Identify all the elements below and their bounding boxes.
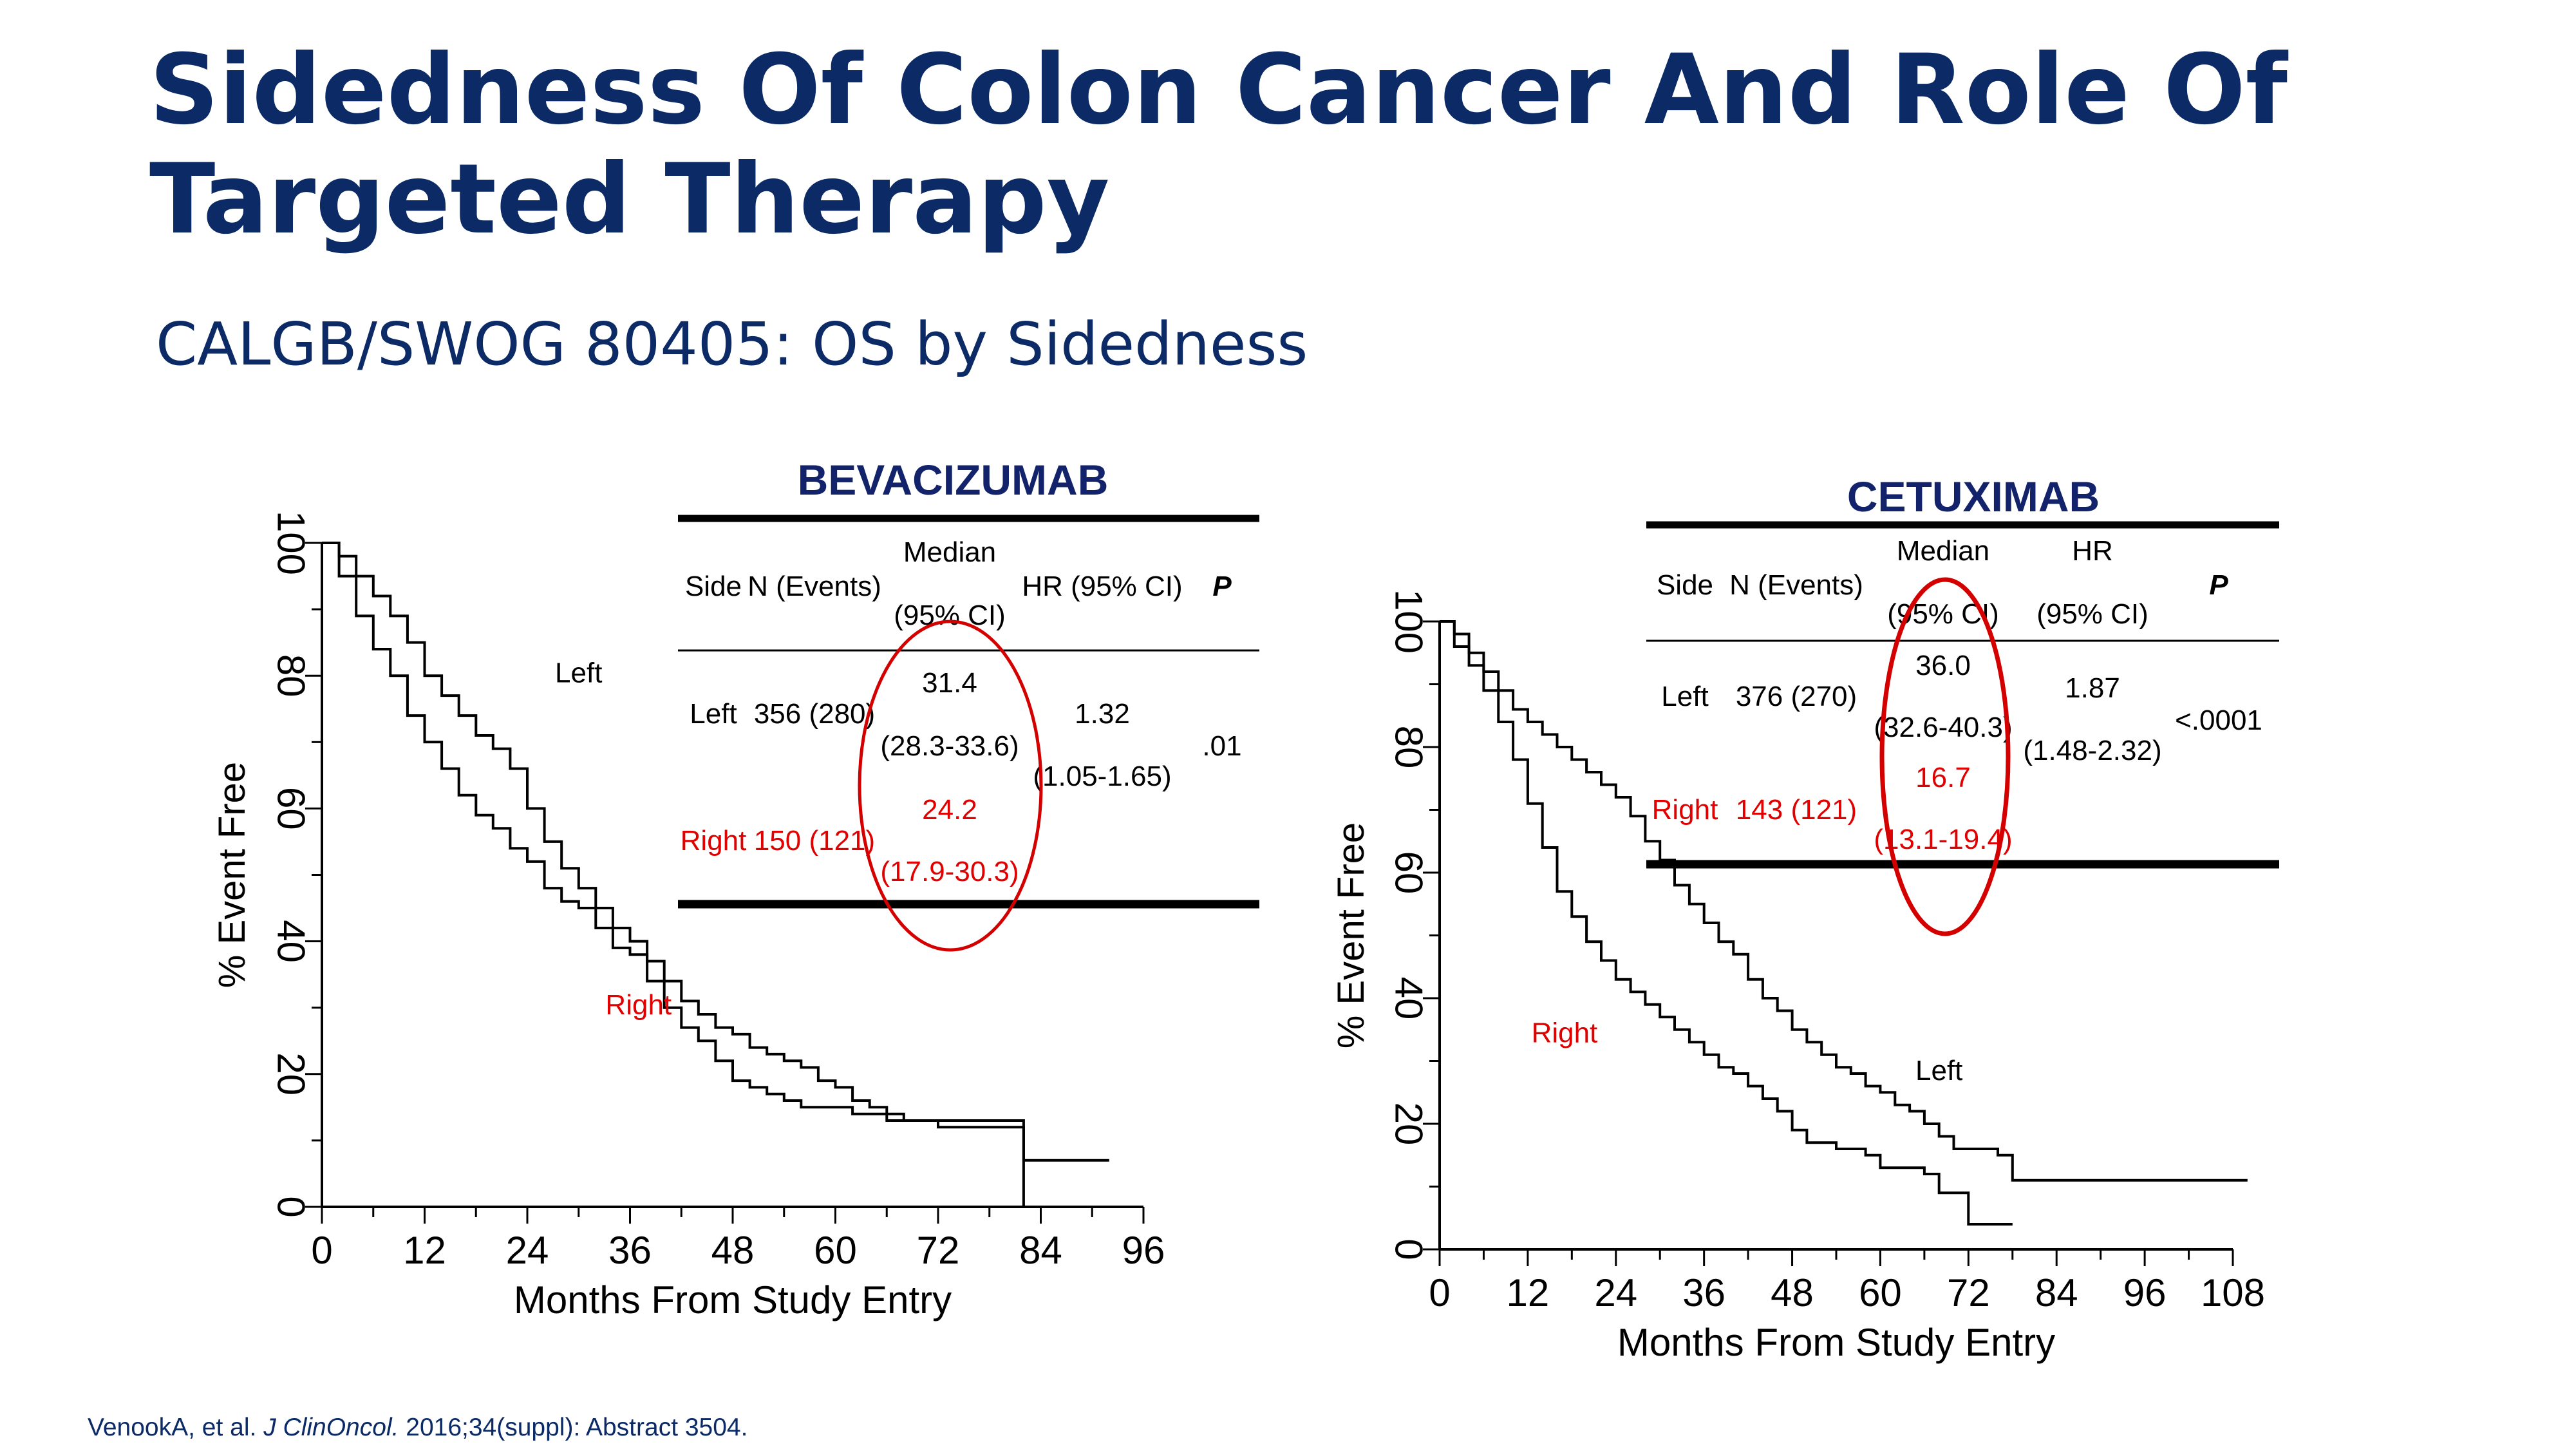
bev-x-tick-label: 0 (311, 1229, 332, 1272)
bev-x-tick-label: 84 (1019, 1229, 1062, 1272)
bev-header-hr: HR (95% CI) (1022, 571, 1182, 602)
cet-y-tick-label: 100 (1387, 589, 1431, 654)
citation-details: 2016;34(suppl): Abstract 3504. (399, 1414, 748, 1441)
cetuximab-panel: CETUXIMAB Side N (Events) Median (95% CI… (1330, 473, 2279, 1364)
cet-curve-left (1440, 620, 2248, 1182)
cet-left-ci: (32.6-40.3) (1874, 712, 2012, 743)
cet-x-tick-label: 60 (1859, 1271, 1902, 1314)
cet-median-highlight-ellipse (1879, 577, 2011, 936)
cet-curve-label-left: Left (1915, 1055, 1962, 1086)
cet-x-tick-label: 12 (1507, 1271, 1550, 1314)
cet-header-median: Median (1897, 535, 1989, 567)
cet-x-tick-label: 108 (2201, 1271, 2265, 1314)
bev-y-tick-label: 100 (270, 511, 313, 575)
slide-title: Sidedness Of Colon Cancer And Role Of Ta… (149, 34, 2288, 256)
bev-x-tick-label: 72 (917, 1229, 960, 1272)
bev-hr-ci: (1.05-1.65) (1033, 761, 1171, 792)
slide-subtitle: CALGB/SWOG 80405: OS by Sidedness (156, 310, 1308, 379)
bev-y-tick-label: 0 (270, 1196, 313, 1217)
cet-y-tick-label: 80 (1387, 726, 1431, 769)
bev-left-n: 356 (280) (754, 698, 875, 730)
bevacizumab-km-plot: 0 20 40 60 80 100 0 12 24 36 48 60 72 84 96 % Event Fre… (211, 511, 1165, 1321)
cet-x-tick-label: 48 (1771, 1271, 1814, 1314)
cet-p-value: <.0001 (2175, 705, 2262, 736)
cetuximab-title: CETUXIMAB (1847, 473, 2100, 520)
cet-x-axis-title: Months From Study Entry (1617, 1321, 2055, 1364)
bev-x-tick-label: 60 (814, 1229, 857, 1272)
cet-y-axis-title: % Event Free (1330, 822, 1372, 1048)
cetuximab-km-plot: 0 20 40 60 80 100 0 12 24 36 48 60 72 84 96 108 % Event … (1330, 589, 2265, 1364)
cet-y-tick-label: 0 (1387, 1238, 1431, 1260)
bev-left-side: Left (690, 698, 737, 730)
bev-y-tick-label: 40 (270, 920, 313, 963)
cet-y-tick-label: 40 (1387, 977, 1431, 1020)
bev-y-tick-label: 20 (270, 1052, 313, 1095)
cet-x-tick-label: 0 (1429, 1271, 1450, 1314)
citation-authors: VenookA, et al. (88, 1414, 264, 1441)
cet-left-n: 376 (270) (1736, 681, 1857, 712)
bev-right-median: 24.2 (922, 794, 977, 826)
cet-hr: 1.87 (2065, 672, 2120, 704)
cet-curve-right (1440, 620, 2013, 1226)
cet-header-side: Side (1657, 569, 1713, 601)
bev-header-median-ci: (95% CI) (894, 600, 1006, 631)
bev-right-side: Right (681, 825, 747, 857)
bev-right-n: 150 (121) (754, 825, 875, 857)
bev-x-axis-title: Months From Study Entry (514, 1278, 952, 1321)
citation-journal: J ClinOncol. (263, 1414, 399, 1441)
bev-y-tick-label: 60 (270, 787, 313, 830)
cet-right-n: 143 (121) (1736, 794, 1857, 826)
cet-x-tick-label: 84 (2035, 1271, 2078, 1314)
bev-curve-right (322, 542, 1025, 1207)
cet-hr-ci: (1.48-2.32) (2023, 735, 2161, 766)
bev-x-tick-label: 24 (506, 1229, 549, 1272)
bev-left-ci: (28.3-33.6) (880, 730, 1019, 762)
cet-x-tick-label: 96 (2123, 1271, 2167, 1314)
bev-p-value: .01 (1202, 730, 1241, 762)
bev-right-ci: (17.9-30.3) (880, 856, 1019, 887)
bev-x-tick-label: 96 (1122, 1229, 1165, 1272)
cet-header-hr-ci: (95% CI) (2036, 598, 2148, 630)
cet-header-hr: HR (2072, 535, 2113, 567)
cet-right-median: 16.7 (1915, 762, 1971, 793)
cet-x-tick-label: 36 (1682, 1271, 1725, 1314)
bev-hr: 1.32 (1075, 698, 1130, 730)
cet-header-n: N (Events) (1729, 569, 1863, 601)
cet-right-ci: (13.1-19.4) (1874, 824, 2012, 855)
cet-left-median: 36.0 (1915, 650, 1971, 681)
bev-header-n: N (Events) (747, 571, 881, 602)
bev-x-tick-label: 36 (608, 1229, 652, 1272)
cet-x-tick-label: 72 (1947, 1271, 1990, 1314)
cet-curve-label-right: Right (1532, 1017, 1598, 1048)
bev-left-median: 31.4 (922, 667, 977, 699)
bev-header-median: Median (903, 536, 996, 568)
bev-x-tick-label: 12 (403, 1229, 446, 1272)
cet-header-p: P (2209, 569, 2228, 601)
cet-x-tick-label: 24 (1594, 1271, 1637, 1314)
cet-right-side: Right (1652, 794, 1718, 826)
citation: VenookA, et al. J ClinOncol. 2016;34(sup… (88, 1414, 747, 1442)
bev-y-tick-label: 80 (270, 654, 313, 697)
bev-x-tick-label: 48 (711, 1229, 755, 1272)
cet-left-side: Left (1661, 681, 1708, 712)
bevacizumab-panel: BEVACIZUMAB Side N (Events) Median (95% … (211, 456, 1259, 1321)
bev-curve-label-left: Left (555, 658, 602, 689)
bevacizumab-title: BEVACIZUMAB (798, 456, 1109, 504)
bev-header-p: P (1212, 571, 1232, 602)
bev-y-axis-title: % Event Free (211, 762, 253, 988)
bev-curve-label-right: Right (605, 989, 672, 1021)
bev-median-highlight-ellipse (858, 620, 1043, 952)
bev-header-side: Side (685, 571, 742, 602)
cet-y-tick-label: 60 (1387, 851, 1431, 895)
cet-y-tick-label: 20 (1387, 1103, 1431, 1146)
